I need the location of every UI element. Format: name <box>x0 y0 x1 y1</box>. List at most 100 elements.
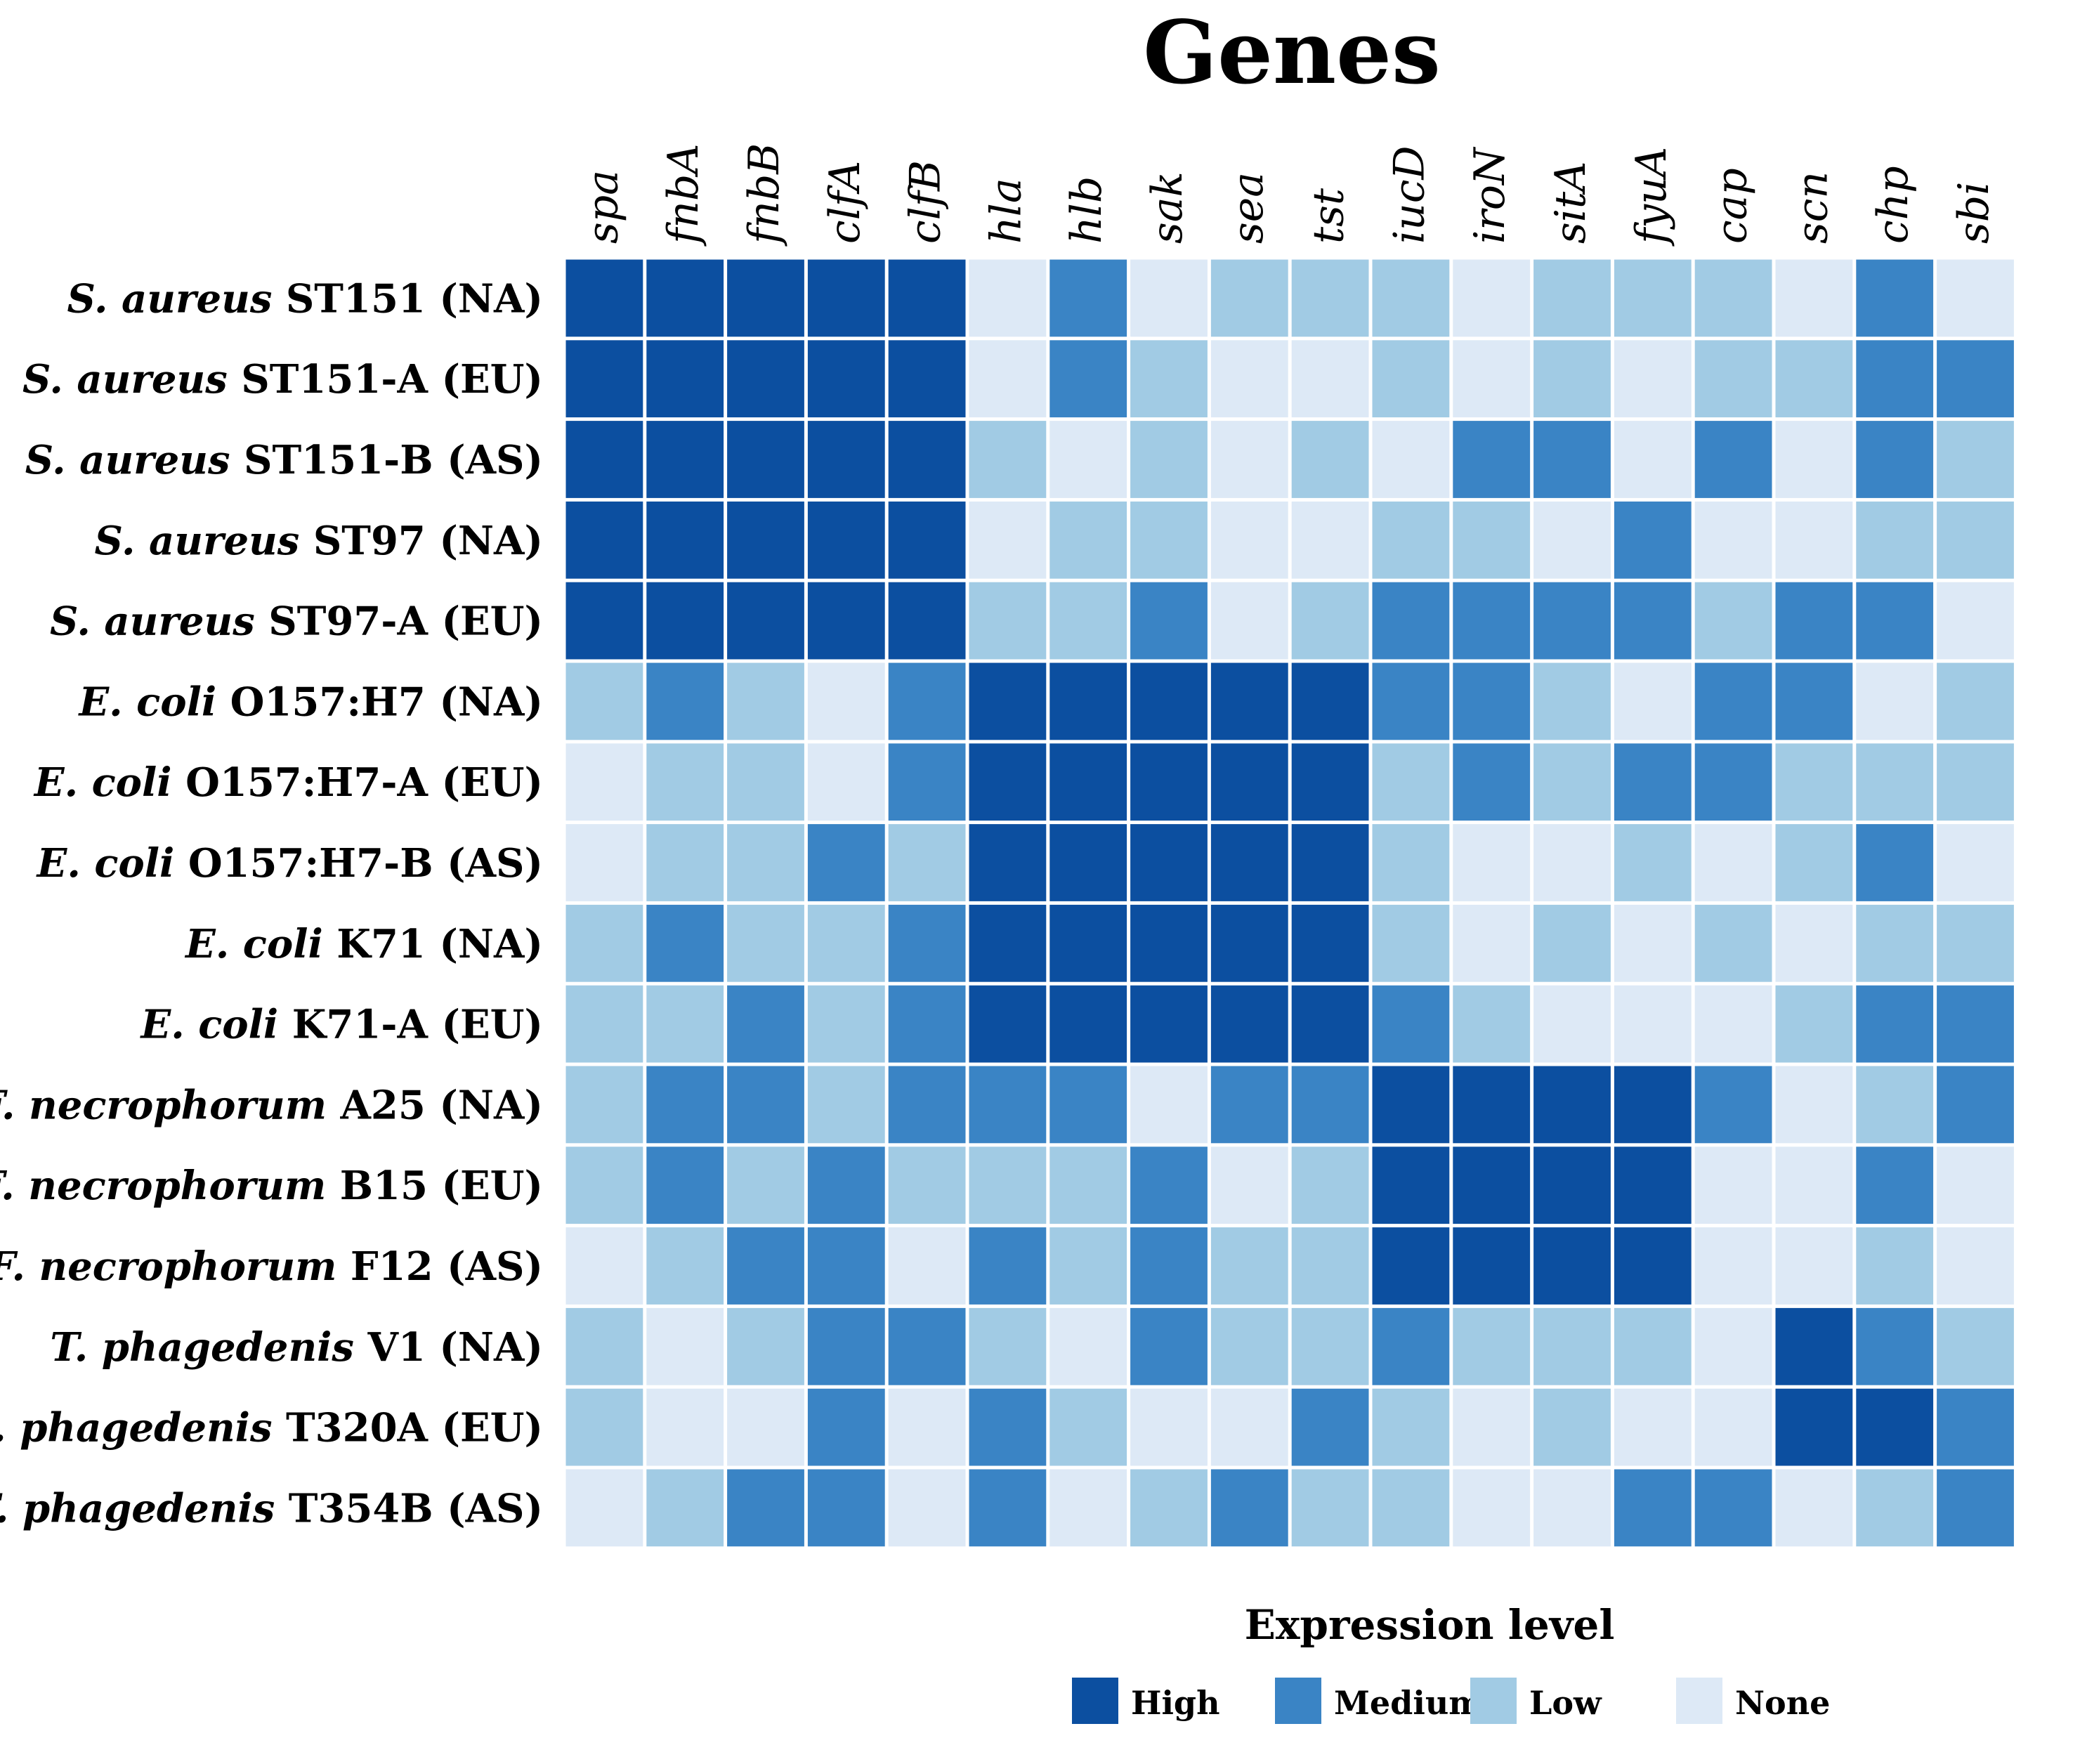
heatmap-cell <box>1130 743 1208 821</box>
row-label-strain: A25 (NA) <box>339 1082 543 1128</box>
heatmap-cell <box>1372 1388 1450 1466</box>
row-label: T. phagedenis T354B (AS) <box>0 1485 543 1531</box>
legend-label-low: Low <box>1529 1684 1602 1722</box>
legend-swatch-high <box>1072 1678 1118 1724</box>
row-label-strain: O157:H7 (NA) <box>230 679 543 725</box>
heatmap-cell <box>1210 259 1288 337</box>
heatmap-cell <box>646 501 724 579</box>
heatmap-cell <box>1694 662 1772 740</box>
heatmap-cell <box>727 985 804 1063</box>
heatmap-cell <box>807 1066 885 1144</box>
row-label: F. necrophorum F12 (AS) <box>0 1243 543 1290</box>
heatmap-cell <box>1775 340 1853 418</box>
row-label-strain: K71 (NA) <box>336 921 543 967</box>
heatmap-cell <box>1130 985 1208 1063</box>
column-label-chp: chp <box>1869 166 1918 244</box>
heatmap-cell <box>1775 1227 1853 1305</box>
heatmap-cell <box>1775 743 1853 821</box>
heatmap-cell <box>727 501 804 579</box>
heatmap-cell <box>1856 501 1934 579</box>
legend-swatch-medium <box>1275 1678 1321 1724</box>
heatmap-cell <box>1614 985 1692 1063</box>
heatmap-cell <box>807 662 885 740</box>
heatmap-cell <box>1694 582 1772 660</box>
heatmap-cell <box>1049 662 1127 740</box>
heatmap-cell <box>1614 1307 1692 1385</box>
column-label-sea: sea <box>1224 172 1273 244</box>
heatmap-cell <box>1614 1066 1692 1144</box>
column-label-fyuA: fyuA <box>1627 147 1676 247</box>
heatmap-cell <box>565 421 643 498</box>
heatmap-cell <box>807 743 885 821</box>
row-label-species: T. phagedenis <box>0 1485 289 1531</box>
row-label-species: E. coli <box>140 1002 292 1048</box>
heatmap-cell <box>969 1146 1047 1224</box>
heatmap-cell <box>1453 340 1531 418</box>
heatmap-cell <box>1614 1388 1692 1466</box>
row-label: S. aureus ST151-B (AS) <box>25 437 543 483</box>
heatmap-cell <box>727 743 804 821</box>
row-label-strain: V1 (NA) <box>367 1324 543 1371</box>
heatmap-cell <box>1533 1307 1611 1385</box>
heatmap-cell <box>1372 421 1450 498</box>
heatmap-cell <box>1856 1146 1934 1224</box>
heatmap-cell <box>1210 985 1288 1063</box>
heatmap-cell <box>1856 985 1934 1063</box>
heatmap-cell <box>646 904 724 982</box>
column-label-fnbA: fnbA <box>659 143 708 247</box>
heatmap-cell <box>1694 1227 1772 1305</box>
heatmap-cell <box>1049 1066 1127 1144</box>
heatmap-cell <box>1937 340 2014 418</box>
heatmap-cell <box>646 1469 724 1547</box>
heatmap-cell <box>1937 1307 2014 1385</box>
heatmap-cell <box>1614 501 1692 579</box>
heatmap-cell <box>969 1469 1047 1547</box>
row-label-species: E. coli <box>36 840 188 887</box>
heatmap-cell <box>888 1388 966 1466</box>
heatmap-cell <box>1937 985 2014 1063</box>
heatmap-cell <box>1291 1307 1369 1385</box>
heatmap-cell <box>1291 340 1369 418</box>
heatmap-cell <box>1694 421 1772 498</box>
heatmap-cells <box>564 258 2016 1548</box>
heatmap-cell <box>888 985 966 1063</box>
row-label: S. aureus ST151 (NA) <box>67 275 543 322</box>
heatmap-cell <box>888 662 966 740</box>
grid-background <box>564 258 2016 1548</box>
heatmap-cell <box>1049 985 1127 1063</box>
heatmap-cell <box>1453 1469 1531 1547</box>
column-label-hlb: hlb <box>1062 176 1111 244</box>
legend-label-high: High <box>1131 1684 1220 1722</box>
heatmap-cell <box>1614 421 1692 498</box>
row-label-species: S. aureus <box>50 599 268 645</box>
heatmap-cell <box>1614 743 1692 821</box>
heatmap-cell <box>1291 1146 1369 1224</box>
heatmap-cell <box>1533 1066 1611 1144</box>
heatmap-cell <box>1210 1227 1288 1305</box>
heatmap-cell <box>1775 421 1853 498</box>
row-label-species: F. necrophorum <box>0 1082 340 1128</box>
heatmap-cell <box>1533 824 1611 901</box>
heatmap-cell <box>1453 501 1531 579</box>
heatmap-cell <box>727 582 804 660</box>
heatmap-cell <box>888 501 966 579</box>
heatmap-cell <box>1694 1307 1772 1385</box>
heatmap-cell <box>565 743 643 821</box>
heatmap-cell <box>1130 904 1208 982</box>
heatmap-cell <box>1856 1388 1934 1466</box>
heatmap-cell <box>1453 662 1531 740</box>
heatmap-cell <box>1049 1307 1127 1385</box>
heatmap-cell <box>1372 1469 1450 1547</box>
column-label-sak: sak <box>1143 171 1192 244</box>
row-label: S. aureus ST151-A (EU) <box>22 356 543 403</box>
heatmap-cell <box>1694 743 1772 821</box>
heatmap-cell <box>1856 1469 1934 1547</box>
heatmap-cell <box>1372 824 1450 901</box>
heatmap-cell <box>969 259 1047 337</box>
heatmap-cell <box>1856 1307 1934 1385</box>
heatmap-cell <box>1291 582 1369 660</box>
column-label-tst: tst <box>1304 188 1354 244</box>
heatmap-cell <box>727 824 804 901</box>
heatmap-cell <box>1210 1307 1288 1385</box>
